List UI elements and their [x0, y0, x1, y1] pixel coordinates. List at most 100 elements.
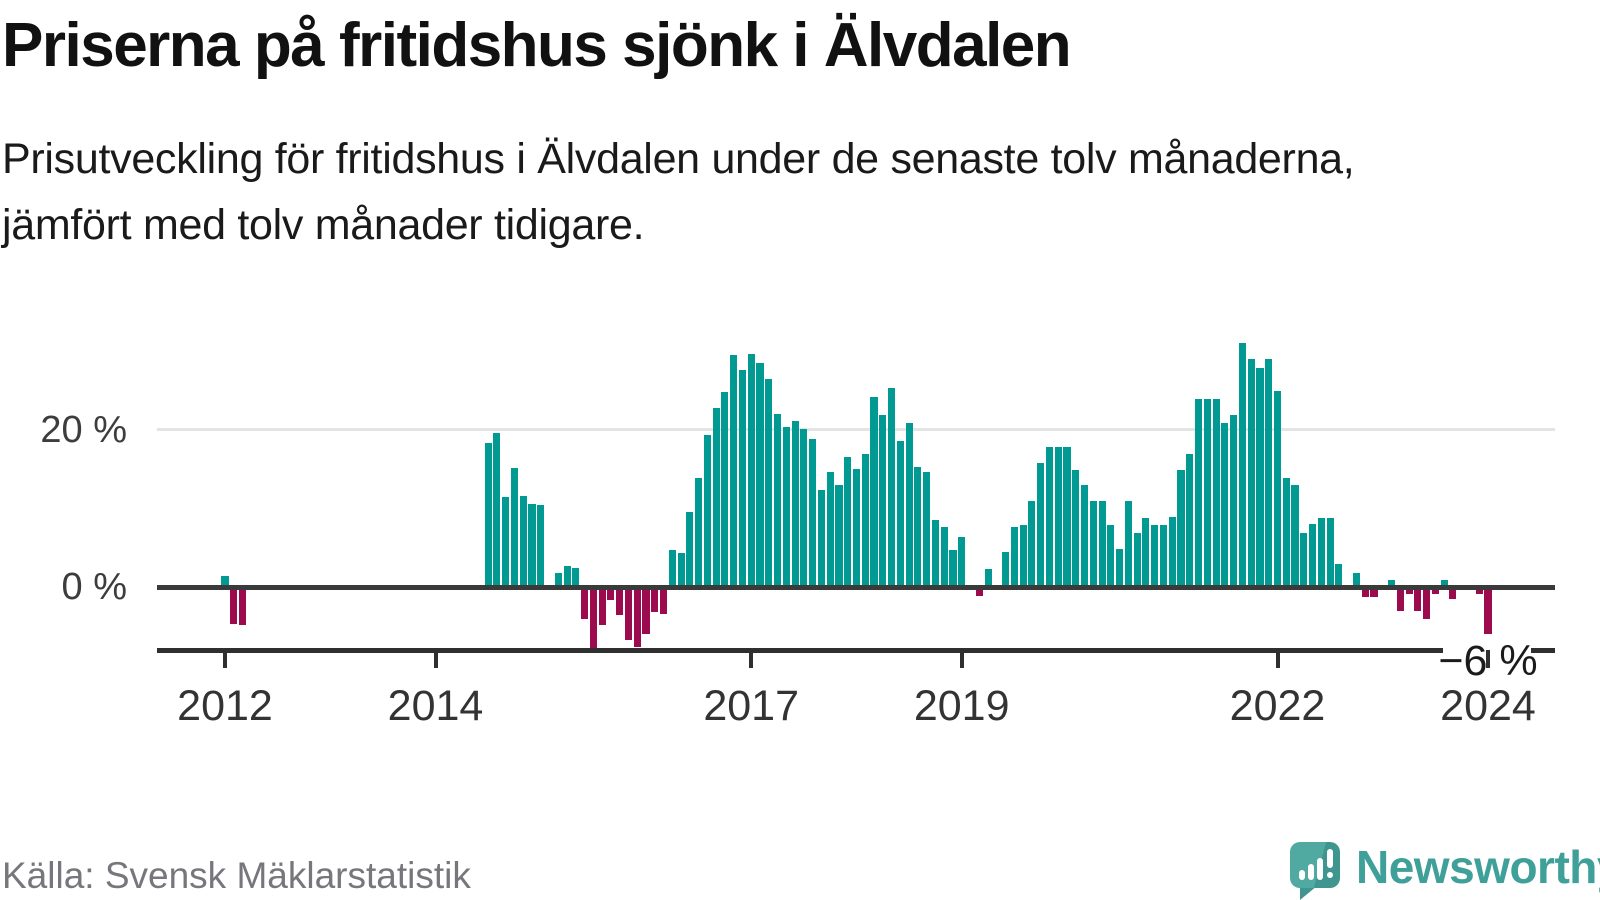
bar-2022-06: [1317, 517, 1325, 587]
bar-2019-04: [984, 568, 992, 587]
bar-2024-01: [1484, 587, 1492, 635]
bar-2016-12: [738, 370, 747, 587]
bar-2020-03: [1080, 484, 1089, 587]
bar-2015-03: [554, 572, 562, 587]
bar-2022-04: [1300, 532, 1308, 587]
bar-2023-06: [1423, 587, 1431, 620]
bar-2020-04: [1089, 501, 1097, 587]
bar-2018-12: [949, 550, 957, 587]
bar-2020-08: [1124, 501, 1132, 587]
bar-2018-01: [852, 468, 861, 587]
bar-2018-06: [896, 441, 904, 587]
bar-2015-11: [624, 587, 633, 640]
bar-2018-09: [923, 471, 931, 587]
bar-2020-05: [1098, 501, 1106, 587]
bar-2017-01: [747, 353, 755, 587]
x-axis-label-2014: 2014: [387, 682, 484, 730]
bar-2022-01: [1273, 390, 1282, 588]
bar-2021-03: [1186, 454, 1194, 587]
bar-2015-10: [616, 587, 624, 616]
logo-mini-bar-icon: [1299, 870, 1305, 880]
bar-2016-02: [651, 587, 659, 613]
bar-2021-07: [1221, 422, 1229, 587]
bar-2017-04: [774, 414, 782, 587]
zero-baseline: [157, 585, 1555, 590]
bar-2022-05: [1309, 524, 1317, 587]
bar-2016-09: [712, 408, 720, 587]
bar-2012-03: [238, 587, 247, 625]
bar-2017-08: [809, 438, 817, 587]
y-axis-label-0: 0 %: [61, 566, 127, 608]
bar-2021-01: [1168, 517, 1176, 587]
bar-2021-11: [1256, 368, 1264, 587]
bar-2012-01: [221, 576, 229, 587]
bar-2019-06: [1002, 551, 1010, 587]
x-axis-line-right: [1531, 648, 1555, 653]
bar-2020-06: [1107, 525, 1115, 587]
bar-2015-12: [633, 587, 641, 647]
gridline-20-percent: [157, 428, 1555, 431]
bar-2018-10: [931, 520, 939, 587]
bar-2022-08: [1335, 563, 1343, 587]
bar-2015-07: [589, 587, 597, 649]
bar-2015-01: [537, 505, 545, 587]
bar-2021-09: [1238, 342, 1246, 587]
bar-2016-10: [721, 392, 729, 587]
bar-2015-08: [598, 587, 606, 625]
bar-2020-02: [1072, 470, 1080, 587]
bar-2016-06: [686, 511, 694, 587]
bar-2022-07: [1326, 517, 1334, 587]
x-axis-line-left: [157, 648, 1443, 653]
bar-2023-07: [1431, 587, 1439, 595]
bar-2021-12: [1265, 359, 1273, 587]
bar-2019-12: [1054, 446, 1062, 587]
bar-2021-08: [1230, 415, 1238, 587]
bar-2023-09: [1449, 587, 1457, 599]
bar-2016-05: [677, 552, 685, 587]
bar-2014-10: [510, 467, 518, 587]
chart-subtitle-line-1: Prisutveckling för fritidshus i Älvdalen…: [2, 135, 1355, 183]
bar-2023-05: [1414, 587, 1422, 612]
bar-2021-04: [1195, 399, 1203, 587]
bar-2020-10: [1142, 517, 1150, 587]
bar-2012-02: [230, 587, 238, 624]
bar-2017-10: [826, 472, 834, 587]
bar-2022-03: [1291, 484, 1299, 587]
bar-2022-12: [1370, 587, 1378, 598]
bar-2020-09: [1133, 532, 1141, 587]
bar-2019-10: [1037, 463, 1045, 587]
bar-2017-11: [835, 484, 843, 587]
bar-2017-07: [800, 429, 808, 587]
logo-wordmark: Newsworthy: [1356, 841, 1600, 893]
bar-2017-12: [844, 456, 852, 587]
bar-2018-07: [905, 422, 913, 587]
bar-2023-04: [1405, 587, 1413, 595]
bar-2020-01: [1063, 446, 1071, 587]
bar-2015-09: [607, 587, 615, 601]
bar-2018-05: [888, 388, 896, 587]
last-value-annotation: −6 %: [1438, 637, 1538, 685]
x-axis-label-2022: 2022: [1229, 682, 1326, 730]
bar-2018-11: [940, 527, 948, 587]
x-tick-2014: [433, 650, 438, 668]
logo-mini-bar-icon: [1317, 858, 1323, 880]
bar-2017-03: [765, 379, 773, 587]
x-axis-label-2019: 2019: [913, 682, 1010, 730]
x-tick-2019: [959, 650, 964, 668]
bar-2019-09: [1028, 501, 1036, 587]
bar-2016-01: [642, 587, 650, 635]
bar-2022-11: [1361, 587, 1369, 598]
bar-2015-06: [581, 587, 589, 620]
bar-2016-07: [695, 477, 703, 587]
bar-2014-08: [493, 433, 501, 587]
bar-2015-04: [563, 565, 571, 587]
bar-2016-03: [659, 587, 668, 614]
bar-2017-09: [817, 489, 825, 587]
bar-2016-08: [703, 434, 711, 587]
newsworthy-chart-bubble-icon: [1290, 842, 1340, 888]
bar-2019-07: [1010, 527, 1018, 587]
bar-2022-10: [1352, 572, 1360, 587]
